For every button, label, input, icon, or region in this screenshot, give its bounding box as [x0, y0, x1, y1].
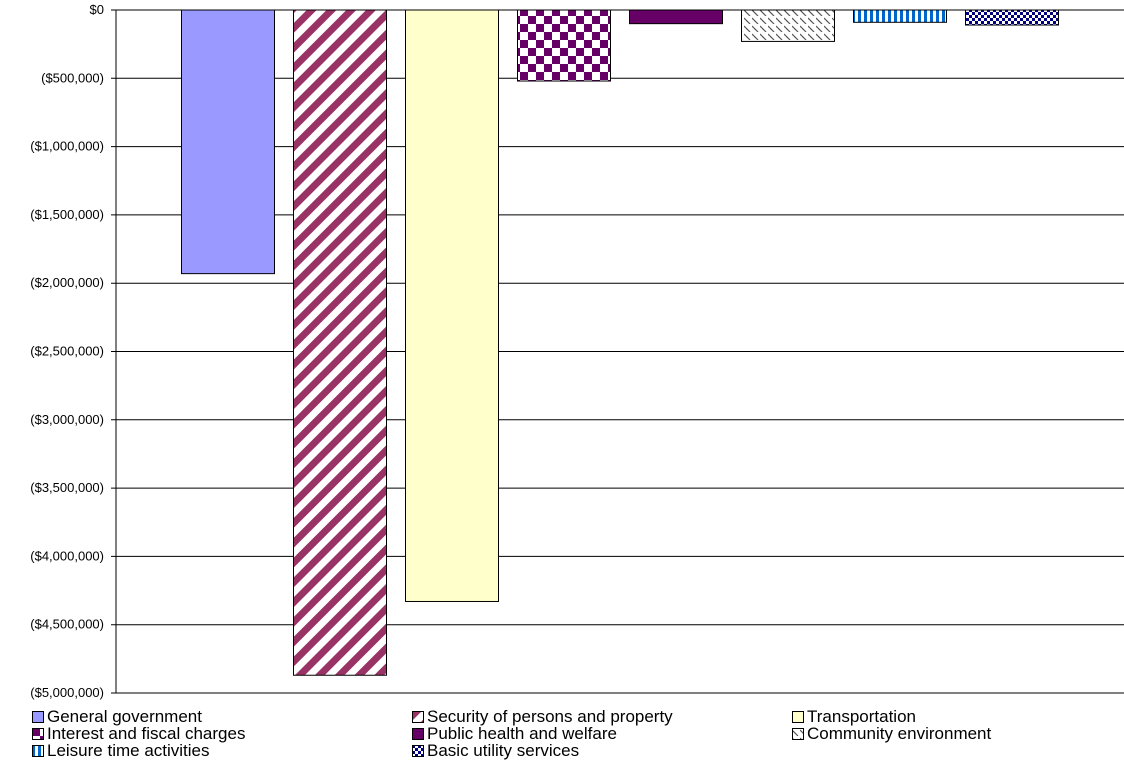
legend-label: Security of persons and property: [427, 707, 673, 726]
legend-label: Leisure time activities: [47, 741, 210, 760]
legend-swatch: [792, 727, 804, 740]
y-tick-label: ($1,000,000): [30, 139, 104, 154]
y-tick-label: ($1,500,000): [30, 207, 104, 222]
y-axis-tick-labels: $0 ($500,000) ($1,000,000) ($1,500,000) ($2,…: [30, 2, 104, 700]
bar-general-government: [181, 9, 275, 275]
legend-swatch: [412, 710, 424, 723]
bar-basic-utility-services: [965, 9, 1059, 26]
bars: [181, 9, 1059, 676]
bar-transportation: [405, 9, 499, 602]
y-tick-label: ($500,000): [41, 70, 104, 85]
legend-item: Public health and welfare: [412, 725, 792, 742]
legend-label: Community environment: [807, 724, 992, 743]
legend-item: Basic utility services: [412, 742, 792, 759]
y-tick-label: $0: [90, 2, 104, 17]
legend-swatch: [32, 710, 44, 723]
legend-item: Transportation: [792, 708, 1112, 725]
y-tick-label: ($3,500,000): [30, 480, 104, 495]
bar-security-of-persons-and-property: [293, 9, 387, 676]
bar-chart: $0 ($500,000) ($1,000,000) ($1,500,000) ($2,…: [30, 2, 1124, 700]
bar-leisure-time-activities: [853, 9, 947, 23]
legend-label: General government: [47, 707, 202, 726]
legend: General government Security of persons an…: [32, 708, 1112, 759]
bar-interest-and-fiscal-charges: [517, 9, 611, 82]
legend-swatch: [32, 727, 44, 740]
y-tick-label: ($5,000,000): [30, 685, 104, 700]
y-tick-label: ($3,000,000): [30, 412, 104, 427]
legend-swatch: [412, 744, 424, 757]
legend-label: Transportation: [807, 707, 916, 726]
legend-item: Leisure time activities: [32, 742, 412, 759]
y-tick-label: ($4,500,000): [30, 617, 104, 632]
legend-swatch: [32, 744, 44, 757]
y-tick-label: ($4,000,000): [30, 548, 104, 563]
legend-label: Basic utility services: [427, 741, 580, 760]
legend-swatch: [792, 710, 804, 723]
legend-item: General government: [32, 708, 412, 725]
y-tick-label: ($2,000,000): [30, 275, 104, 290]
bar-public-health-and-welfare: [629, 9, 723, 25]
legend-label: Public health and welfare: [427, 724, 617, 743]
legend-label: Interest and fiscal charges: [47, 724, 246, 743]
bar-community-environment: [741, 9, 835, 42]
y-tick-label: ($2,500,000): [30, 344, 104, 359]
legend-item: Community environment: [792, 725, 1112, 742]
legend-item: Interest and fiscal charges: [32, 725, 412, 742]
legend-item: Security of persons and property: [412, 708, 792, 725]
legend-swatch: [412, 727, 424, 740]
gridlines: [111, 9, 1124, 694]
